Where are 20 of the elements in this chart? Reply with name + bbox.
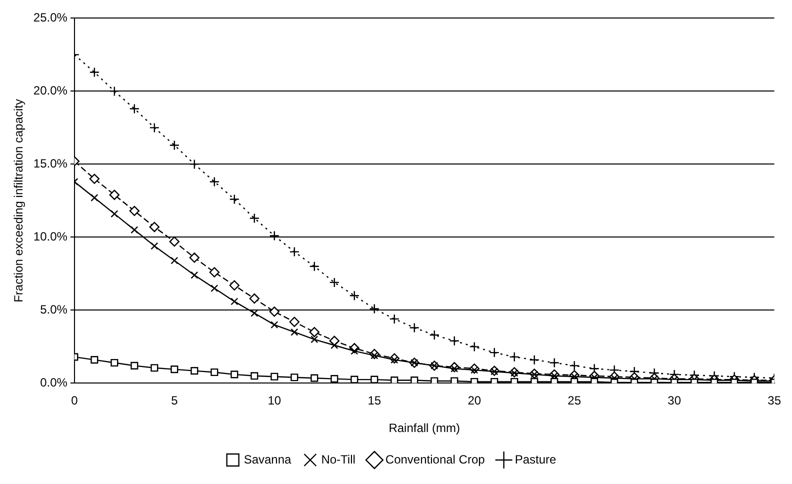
x-tick-label: 10	[268, 394, 282, 408]
legend-label: Conventional Crop	[385, 452, 486, 466]
y-tick-label: 0.0%	[40, 376, 68, 390]
legend-label: Savanna	[244, 452, 292, 466]
x-tick-label: 15	[368, 394, 382, 408]
x-axis-title: Rainfall (mm)	[388, 421, 460, 436]
y-tick-label: 20.0%	[33, 84, 68, 98]
x-tick-label: 25	[568, 394, 582, 408]
x-tick-label: 5	[171, 394, 178, 408]
legend-label: Pasture	[514, 452, 556, 466]
y-tick-label: 10.0%	[33, 230, 68, 244]
legend-label: No-Till	[321, 452, 356, 466]
x-tick-label: 35	[768, 394, 782, 408]
x-tick-label: 30	[668, 394, 682, 408]
y-axis-title: Fraction exceeding infiltration capacity	[12, 98, 26, 302]
y-tick-label: 15.0%	[33, 156, 68, 171]
y-tick-label: 25.0%	[33, 10, 68, 25]
y-tick-label: 5.0%	[40, 302, 68, 317]
x-tick-label: 0	[71, 394, 78, 408]
x-tick-label: 20	[468, 394, 482, 408]
